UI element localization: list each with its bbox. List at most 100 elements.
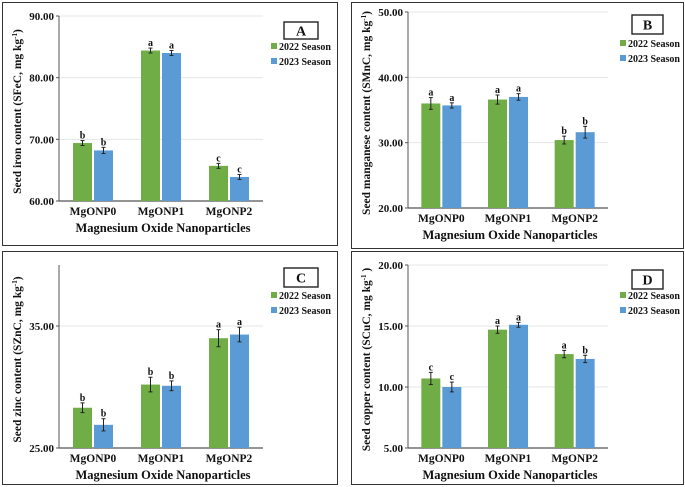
y-axis-title: Seed zinc content (SZnC, mg kg-1) — [11, 276, 24, 442]
y-tick-label: 30.00 — [378, 138, 403, 150]
panel-label-box — [283, 21, 319, 40]
x-tick-label: MgONP0 — [70, 206, 117, 218]
y-tick-label: 80.00 — [29, 73, 54, 85]
y-tick-label: 10.00 — [378, 382, 403, 394]
significance-letter: c — [216, 153, 221, 164]
significance-letter: a — [148, 38, 153, 49]
y-axis-title: Seed iron content (SFeC, mg kg-1) — [11, 29, 24, 194]
legend-swatch — [620, 307, 626, 313]
chart-d: 5.00 10.00 15.00 20.00 c c MgONP0 a a MgONP1 a b MgO… — [360, 260, 680, 482]
y-tick-label: 15.00 — [378, 321, 403, 333]
bar-mgonp2-2022 — [209, 338, 228, 448]
y-tick-label: 90.00 — [29, 11, 54, 23]
x-tick-label: MgONP2 — [551, 213, 598, 225]
bar-mgonp1-2022 — [488, 329, 507, 448]
panel-label: A — [296, 25, 307, 40]
panel-d: 5.00 10.00 15.00 20.00 c c MgONP0 a a MgONP1 a b MgO… — [351, 251, 684, 485]
panel-label-box — [283, 267, 319, 288]
legend-swatch — [271, 307, 277, 313]
bar-mgonp0-2022 — [421, 378, 441, 448]
x-axis-title: Magnesium Oxide Nanoparticles — [423, 468, 598, 482]
x-tick-label: MgONP0 — [418, 453, 465, 465]
bar-mgonp2-2023 — [230, 176, 249, 201]
y-tick-label: 20.00 — [378, 203, 403, 215]
significance-letter: b — [80, 131, 86, 142]
x-tick-label: MgONP1 — [138, 206, 185, 218]
significance-letter: b — [582, 116, 588, 127]
x-axis-title: Magnesium Oxide Nanoparticles — [423, 228, 598, 242]
panel-label-box — [631, 14, 664, 35]
x-tick-label: MgONP1 — [138, 453, 185, 465]
significance-letter: b — [101, 137, 107, 148]
legend-swatch — [620, 40, 626, 46]
bar-mgonp1-2023 — [162, 385, 181, 448]
bar-mgonp0-2022 — [421, 103, 441, 208]
significance-letter: a — [216, 320, 221, 331]
panel-label-box — [631, 269, 664, 290]
panel-b: 20.00 30.00 40.00 50.00 a a MgONP0 a a MgONP1 b b Mg… — [351, 2, 684, 249]
significance-letter: a — [516, 84, 521, 95]
panel-c: 25.00 35.00 b b MgONP0 b b MgONP1 a a MgONP2 Magnes… — [2, 251, 338, 485]
bar-mgonp0-2023 — [94, 424, 113, 448]
significance-letter: a — [495, 85, 500, 96]
significance-letter: a — [449, 93, 454, 104]
x-tick-label: MgONP0 — [70, 453, 117, 465]
significance-letter: b — [169, 371, 175, 382]
bar-mgonp2-2023 — [230, 334, 249, 448]
x-tick-label: MgONP2 — [551, 453, 598, 465]
legend-label: 2023 Season — [279, 57, 331, 68]
significance-letter: c — [429, 362, 434, 373]
significance-letter: a — [428, 88, 433, 99]
x-tick-label: MgONP2 — [206, 453, 253, 465]
legend-label: 2023 Season — [628, 54, 680, 65]
legend-swatch — [620, 55, 626, 61]
x-axis-title: Magnesium Oxide Nanoparticles — [76, 468, 251, 482]
significance-letter: a — [169, 41, 174, 52]
legend-swatch — [620, 292, 626, 298]
legend-swatch — [271, 43, 277, 49]
panel-label: D — [642, 274, 652, 289]
bar-mgonp2-2022 — [209, 165, 228, 201]
legend-label: 2022 Season — [628, 291, 680, 302]
bar-mgonp2-2023 — [575, 358, 595, 448]
bar-mgonp1-2022 — [141, 50, 160, 202]
bar-mgonp0-2022 — [73, 407, 92, 448]
x-tick-label: MgONP2 — [206, 206, 253, 218]
chart-c: 25.00 35.00 b b MgONP0 b b MgONP1 a a MgONP2 Magnes… — [11, 265, 331, 482]
legend-swatch — [271, 58, 277, 64]
legend-label: 2022 Season — [279, 291, 331, 302]
bar-mgonp2-2022 — [554, 354, 574, 448]
bar-mgonp1-2022 — [141, 384, 160, 448]
x-tick-label: MgONP1 — [485, 453, 532, 465]
y-tick-label: 50.00 — [378, 7, 403, 19]
bar-mgonp0-2023 — [94, 150, 113, 201]
x-tick-label: MgONP1 — [485, 213, 532, 225]
legend-label: 2022 Season — [628, 39, 680, 50]
y-tick-label: 5.00 — [384, 443, 404, 455]
panel-a: 60.00 70.00 80.00 90.00 b b MgONP0 a a MgONP1 c c Mg… — [2, 2, 338, 246]
legend-label: 2022 Season — [279, 42, 331, 53]
chart-b: 20.00 30.00 40.00 50.00 a a MgONP0 a a MgONP1 b b Mg… — [360, 7, 680, 242]
y-tick-label: 70.00 — [29, 134, 54, 146]
significance-letter: c — [237, 164, 242, 175]
bar-mgonp2-2023 — [575, 132, 595, 208]
significance-letter: b — [561, 126, 567, 137]
y-axis-title: Seed copper content (SCuC, mg kg-1 ) — [360, 268, 373, 452]
bar-mgonp1-2023 — [509, 96, 528, 208]
bar-mgonp1-2023 — [162, 53, 181, 201]
significance-letter: a — [237, 317, 242, 328]
significance-letter: b — [80, 393, 86, 404]
bar-mgonp0-2023 — [442, 105, 462, 208]
significance-letter: b — [582, 345, 588, 356]
bar-mgonp0-2023 — [442, 387, 462, 448]
bar-mgonp2-2022 — [554, 140, 574, 208]
y-axis-title: Seed manganese content (SMnC, mg kg-1) — [360, 11, 373, 215]
significance-letter: b — [101, 409, 107, 420]
legend-label: 2023 Season — [628, 306, 680, 317]
panel-label: B — [643, 19, 652, 34]
significance-letter: c — [450, 372, 455, 383]
y-tick-label: 20.00 — [378, 260, 403, 272]
bar-mgonp1-2023 — [509, 324, 528, 448]
chart-a: 60.00 70.00 80.00 90.00 b b MgONP0 a a MgONP1 c c Mg… — [11, 11, 331, 235]
y-tick-label: 35.00 — [29, 321, 54, 333]
